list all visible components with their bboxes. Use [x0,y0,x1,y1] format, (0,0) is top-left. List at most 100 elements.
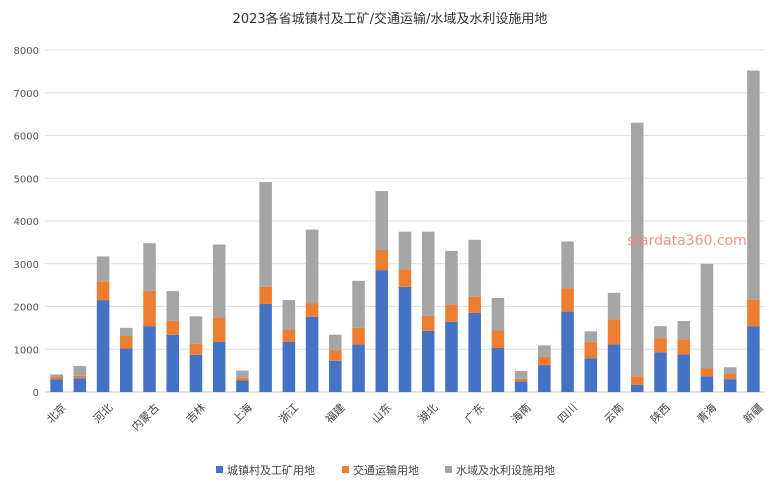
bar-2-18 [468,239,481,297]
bar-0-10 [282,341,296,392]
bar-2-29 [723,367,737,375]
bar-1-11 [305,303,319,317]
bar-1-17 [445,304,458,322]
bar-0-1 [73,378,87,392]
bar-1-0 [50,376,63,380]
bar-0-8 [236,380,249,392]
bar-0-7 [212,341,226,392]
y-tick-label: 1000 [14,345,39,356]
bar-2-25 [630,122,644,377]
bar-2-19 [491,297,505,331]
legend-swatch-2 [445,466,452,473]
bar-0-5 [166,334,180,392]
bar-2-0 [50,374,63,377]
x-tick-label: 内蒙古 [129,400,162,433]
bar-1-19 [491,330,505,348]
bar-0-3 [120,348,133,392]
bar-2-28 [700,263,714,369]
bar-2-15 [398,231,412,270]
bar-2-17 [445,250,458,305]
x-tick-label: 海南 [508,400,533,425]
y-tick-label: 8000 [14,46,39,57]
bar-1-18 [468,296,481,313]
bar-1-23 [584,342,598,359]
x-tick-label: 北京 [44,400,69,425]
bar-2-14 [375,191,389,250]
bar-2-10 [282,300,296,331]
bar-2-1 [73,365,87,376]
bar-0-26 [654,352,667,392]
bar-2-16 [421,231,435,316]
bar-0-21 [538,365,551,392]
bar-0-29 [723,379,737,392]
x-tick-label: 河北 [91,401,116,426]
bar-2-3 [120,327,133,336]
bar-2-22 [561,241,574,289]
x-tick-label: 陕西 [647,400,672,425]
x-tick-label: 吉林 [183,400,208,425]
bar-1-10 [282,330,296,342]
x-axis: 北京 河北 内蒙古 吉林 上海 浙江 福建 山东 湖北 广东 海南 四川 云南 陕西 青海 新疆 [44,400,766,433]
y-tick-label: 7000 [14,89,39,100]
bar-2-24 [607,292,621,320]
bar-0-6 [189,354,203,392]
x-tick-label: 四川 [555,401,580,426]
bar-2-9 [259,182,272,287]
bar-1-12 [329,350,342,361]
bar-1-4 [143,290,156,327]
x-tick-label: 新疆 [740,400,765,425]
bar-1-6 [189,343,203,355]
bar-0-20 [514,381,528,392]
bar-1-30 [747,299,760,327]
legend: 城镇村及工矿用地 交通运输用地 水域及水利设施用地 [216,463,555,477]
legend-label-2: 水域及水利设施用地 [456,464,555,477]
x-tick-label: 湖北 [416,401,441,426]
bar-2-23 [584,331,598,343]
bar-0-28 [700,376,714,392]
bar-1-14 [375,249,389,271]
bar-0-23 [584,358,598,392]
bar-1-9 [259,286,272,304]
bar-0-22 [561,311,574,392]
x-tick-label: 广东 [462,401,487,426]
bar-0-11 [305,316,319,392]
bar-1-15 [398,269,412,287]
x-tick-label: 青海 [694,400,719,425]
bar-2-13 [352,280,365,328]
bar-2-2 [96,256,110,282]
bar-0-18 [468,312,481,392]
bar-2-6 [189,316,203,344]
y-tick-label: 6000 [14,132,39,143]
bar-2-8 [236,370,249,378]
bar-0-2 [96,300,110,392]
bar-2-5 [166,291,180,321]
x-tick-label: 福建 [322,400,347,425]
x-tick-label: 上海 [229,400,254,425]
legend-label-1: 交通运输用地 [353,463,419,477]
gridlines [45,49,765,393]
bars [50,70,760,392]
y-tick-label: 5000 [14,174,39,185]
bar-0-14 [375,270,389,392]
bar-1-24 [607,319,621,345]
bar-2-7 [212,244,226,318]
bar-0-16 [421,330,435,392]
bar-2-30 [747,70,760,300]
watermark: stardata360.com [627,233,746,249]
chart-title: 2023各省城镇村及工矿/交通运输/水域及水利设施用地 [233,11,548,27]
bar-2-20 [514,371,528,379]
bar-1-13 [352,327,365,345]
bar-1-1 [73,375,87,379]
bar-1-20 [514,378,528,382]
bar-0-30 [747,326,760,392]
bar-2-4 [143,243,156,291]
y-axis: 0 1000 2000 3000 4000 5000 6000 7000 8000 [14,46,39,399]
bar-0-27 [677,354,690,392]
bar-2-12 [329,334,342,351]
bar-0-13 [352,344,365,392]
bar-0-0 [50,379,63,392]
bar-1-22 [561,288,574,312]
bar-0-15 [398,286,412,392]
